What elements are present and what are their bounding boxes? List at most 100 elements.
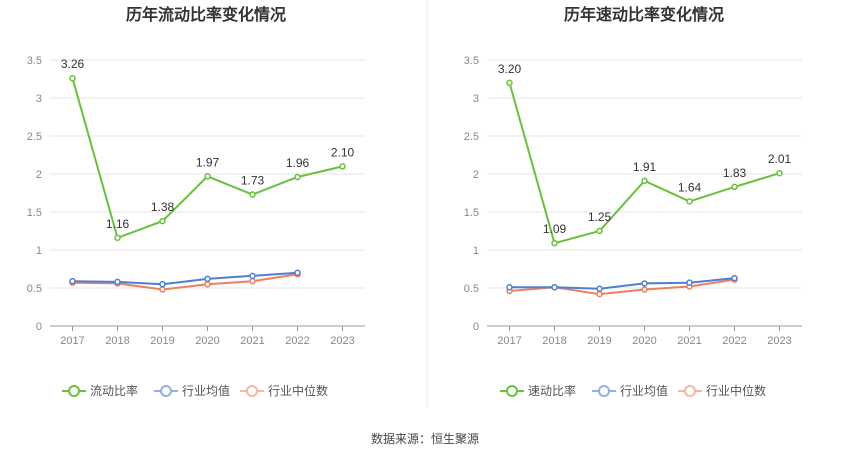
chart-title: 历年速动比率变化情况	[564, 5, 724, 24]
x-tick-label: 2020	[632, 335, 656, 347]
x-tick-label: 2020	[195, 335, 219, 347]
y-tick-label: 2	[473, 169, 479, 181]
data-point	[114, 278, 121, 286]
y-tick-label: 1.5	[464, 207, 479, 219]
y-tick-label: 1	[36, 245, 42, 257]
x-tick-label: 2023	[330, 335, 354, 347]
legend-label: 行业均值	[620, 383, 668, 398]
y-tick-label: 2.5	[464, 131, 479, 143]
x-tick-label: 2023	[767, 335, 791, 347]
data-point	[204, 280, 211, 288]
y-tick-label: 3.5	[27, 55, 42, 67]
data-point	[596, 290, 603, 298]
data-point	[159, 217, 166, 225]
data-point	[686, 198, 693, 205]
data-point	[249, 277, 256, 285]
industry-median-line	[72, 273, 298, 291]
legend-label: 流动比率	[90, 383, 138, 398]
legend-label: 行业均值	[182, 383, 230, 398]
data-label: 2.01	[768, 152, 792, 166]
data-source-note: 数据来源：恒生聚源	[370, 432, 479, 446]
data-label: 1.91	[633, 160, 657, 174]
y-tick-label: 2.5	[27, 131, 42, 143]
data-label: 1.09	[543, 222, 567, 236]
legend-marker-icon	[506, 385, 518, 397]
y-tick-label: 1	[473, 245, 479, 257]
data-point	[249, 272, 256, 280]
legend-label: 行业中位数	[706, 383, 766, 398]
data-point	[294, 173, 301, 181]
data-point	[506, 283, 513, 291]
y-tick-label: 1.5	[27, 207, 42, 219]
x-tick-label: 2022	[722, 335, 746, 347]
legend-item[interactable]: 行业中位数	[240, 383, 328, 398]
industry-average-line	[72, 271, 298, 286]
data-point	[641, 286, 648, 293]
data-point	[731, 183, 738, 191]
data-label: 1.64	[678, 180, 702, 194]
data-point	[159, 280, 166, 288]
x-tick-label: 2019	[587, 335, 611, 347]
x-tick-label: 2018	[542, 335, 566, 347]
industry-average-line	[509, 277, 735, 290]
data-point	[686, 279, 693, 286]
legend-marker-icon	[68, 385, 80, 397]
x-tick-label: 2021	[240, 335, 264, 347]
legend-item[interactable]: 行业中位数	[678, 383, 766, 398]
data-point	[339, 163, 346, 170]
y-tick-label: 0.5	[27, 283, 42, 295]
data-label: 1.38	[151, 200, 175, 214]
data-point	[641, 177, 648, 185]
legend-marker-icon	[598, 385, 610, 397]
y-tick-label: 3.5	[464, 55, 479, 67]
y-tick-label: 3	[473, 93, 479, 105]
x-tick-label: 2017	[60, 335, 84, 347]
legend-label: 行业中位数	[268, 383, 328, 398]
legend-item[interactable]: 速动比率	[500, 383, 576, 398]
data-point	[69, 74, 76, 82]
quick-ratio-chart: 历年速动比率变化情况 0 0.5 1 1.5 2 2.5 3 3.5 2017 2018 2019 2…	[464, 5, 802, 398]
data-point	[294, 269, 301, 277]
y-tick-label: 0	[473, 321, 479, 333]
data-label: 3.26	[61, 57, 85, 71]
data-point	[506, 79, 513, 87]
legend-marker-icon	[684, 385, 696, 397]
legend-marker-icon	[246, 385, 258, 397]
current-ratio-chart: 历年流动比率变化情况 0 0.5 1 1.5 2 2.5 3 3.5 2017 2018 2019 2…	[27, 5, 365, 398]
x-tick-label: 2022	[285, 335, 309, 347]
data-label: 1.73	[241, 174, 265, 188]
data-point	[731, 274, 738, 282]
y-tick-label: 3	[36, 93, 42, 105]
data-label: 2.10	[331, 145, 355, 159]
y-tick-label: 0	[36, 321, 42, 333]
data-point	[159, 286, 166, 293]
data-point	[641, 280, 648, 287]
y-tick-label: 2	[36, 169, 42, 181]
data-point	[596, 285, 603, 293]
data-point	[69, 277, 76, 285]
data-point	[551, 283, 558, 291]
data-label: 1.25	[588, 210, 612, 224]
x-tick-label: 2017	[497, 335, 521, 347]
legend-item[interactable]: 行业均值	[592, 383, 668, 398]
legend-item[interactable]: 行业均值	[154, 383, 230, 398]
data-point	[204, 275, 211, 283]
data-point	[114, 234, 121, 242]
legend-label: 速动比率	[528, 383, 576, 398]
x-tick-label: 2018	[105, 335, 129, 347]
data-point	[596, 227, 603, 235]
y-tick-label: 0.5	[464, 283, 479, 295]
data-label: 1.97	[196, 155, 220, 169]
x-tick-label: 2019	[150, 335, 174, 347]
data-point	[776, 169, 783, 177]
data-point	[249, 191, 256, 198]
data-label: 1.16	[106, 217, 130, 231]
chart-title: 历年流动比率变化情况	[126, 5, 286, 24]
x-tick-label: 2021	[677, 335, 701, 347]
data-label: 1.83	[723, 166, 747, 180]
legend-marker-icon	[160, 385, 172, 397]
legend-item[interactable]: 流动比率	[62, 383, 138, 398]
data-point	[551, 239, 558, 247]
data-point	[204, 173, 211, 180]
